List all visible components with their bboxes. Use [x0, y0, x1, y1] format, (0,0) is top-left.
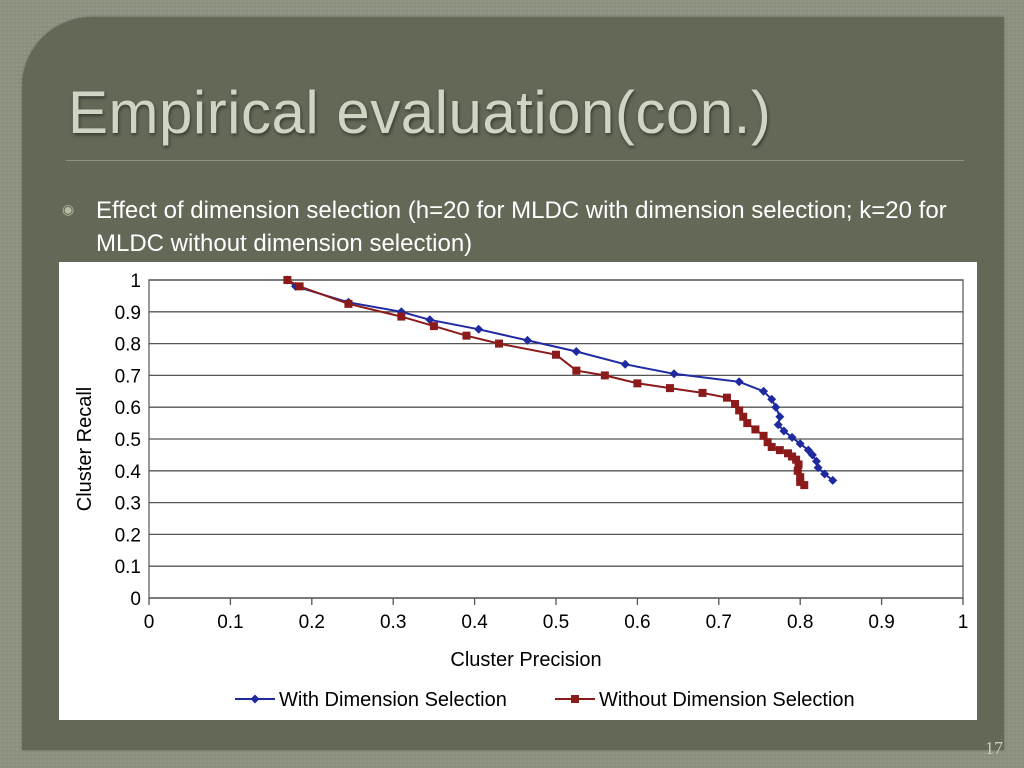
x-tick-labels: 0 0.1 0.2 0.3 0.4 0.5 0.6 0.7 0.8 0.9 1: [144, 612, 969, 633]
y-tick-label: 1: [130, 271, 141, 292]
data-point: [796, 473, 805, 482]
data-point: [794, 460, 803, 469]
data-point: [665, 384, 674, 393]
series-layer: [282, 275, 838, 490]
x-tick-label: 0.8: [787, 612, 813, 633]
y-tick-label: 0.2: [115, 525, 141, 546]
y-tick-label: 0.3: [115, 494, 141, 515]
x-tick-label: 0: [144, 612, 155, 633]
series-without-dimension-selection: [283, 276, 809, 490]
series-line: [286, 279, 805, 486]
data-point: [759, 386, 769, 396]
x-tick-label: 0.9: [868, 612, 894, 633]
legend-swatch-marker: [250, 694, 260, 704]
data-point: [771, 402, 781, 412]
data-point: [779, 426, 789, 436]
data-point: [523, 335, 533, 345]
x-tick-label: 0.2: [299, 612, 325, 633]
data-point: [795, 439, 805, 449]
data-point: [633, 379, 642, 388]
y-tick-label: 0: [130, 589, 141, 610]
data-point: [571, 347, 581, 357]
data-point: [775, 412, 785, 422]
x-tick-label: 0.4: [461, 612, 488, 633]
data-point: [796, 477, 805, 486]
y-tick-label: 0.5: [115, 430, 141, 451]
data-point: [828, 475, 838, 485]
data-point: [767, 442, 776, 451]
data-point: [600, 371, 609, 380]
legend-item: Without Dimension Selection: [555, 689, 855, 711]
data-point: [775, 446, 784, 455]
data-point: [620, 359, 630, 369]
data-point: [787, 432, 797, 442]
y-tick-label: 0.4: [115, 462, 142, 483]
x-tick-label: 0.5: [543, 612, 569, 633]
x-tick-label: 1: [958, 612, 969, 633]
x-tick-label: 0.7: [706, 612, 732, 633]
grid-lines: [148, 279, 964, 605]
series-line: [286, 279, 834, 482]
data-point: [820, 469, 830, 479]
data-point: [793, 466, 802, 475]
data-point: [572, 366, 581, 375]
data-point: [344, 299, 353, 308]
data-point: [552, 350, 560, 359]
y-axis-label: Cluster Recall: [74, 387, 96, 511]
legend-item: With Dimension Selection: [235, 689, 507, 711]
y-tick-label: 0.9: [115, 303, 141, 324]
slide-title: Empirical evaluation(con.): [68, 79, 772, 146]
data-point: [722, 393, 731, 402]
y-tick-label: 0.1: [115, 557, 141, 578]
data-point: [792, 455, 801, 464]
data-point: [474, 324, 484, 334]
data-point: [669, 369, 679, 379]
chart-legend: With Dimension Selection Without Dimensio…: [235, 689, 855, 711]
bullet-text: Effect of dimension selection (h=20 for …: [96, 197, 947, 257]
data-point: [739, 412, 748, 421]
data-point: [767, 394, 777, 404]
precision-recall-chart: 0 0.1 0.2 0.3 0.4 0.5 0.6 0.7 0.8 0.9 1 0 0.1 0.2 0.3…: [74, 271, 969, 711]
data-point: [425, 315, 435, 325]
page-number: 17: [985, 738, 1003, 758]
title-divider: [66, 160, 964, 161]
data-point: [813, 463, 823, 473]
data-point: [283, 276, 292, 284]
legend-label: Without Dimension Selection: [599, 689, 855, 711]
data-point: [743, 419, 752, 428]
x-tick-label: 0.1: [217, 612, 243, 633]
data-point: [462, 331, 471, 340]
x-axis-label: Cluster Precision: [450, 649, 601, 671]
data-point: [495, 339, 504, 348]
data-point: [773, 420, 783, 430]
x-tick-label: 0.6: [624, 612, 650, 633]
data-point: [811, 456, 821, 466]
data-point: [735, 406, 744, 415]
data-point: [759, 431, 768, 440]
y-tick-label: 0.6: [115, 398, 141, 419]
data-point: [751, 425, 760, 434]
data-point: [295, 282, 304, 291]
y-tick-label: 0.8: [115, 335, 141, 356]
y-tick-labels: 0 0.1 0.2 0.3 0.4 0.5 0.6 0.7 0.8 0.9 1: [115, 271, 142, 610]
data-point: [783, 449, 792, 458]
chart-container: 0 0.1 0.2 0.3 0.4 0.5 0.6 0.7 0.8 0.9 1 0 0.1 0.2 0.3…: [59, 262, 977, 720]
x-tick-label: 0.3: [380, 612, 406, 633]
bullet-icon: ◉: [62, 201, 75, 217]
legend-swatch-marker: [571, 695, 579, 703]
series-with-dimension-selection: [282, 275, 838, 485]
data-point: [429, 322, 438, 331]
data-point: [807, 450, 817, 460]
data-point: [397, 312, 406, 321]
legend-label: With Dimension Selection: [279, 689, 507, 711]
data-point: [788, 452, 797, 461]
data-point: [731, 400, 740, 409]
y-tick-label: 0.7: [115, 366, 141, 387]
data-point: [763, 438, 772, 447]
data-point: [698, 388, 707, 397]
data-point: [734, 377, 744, 387]
data-point: [800, 481, 809, 490]
